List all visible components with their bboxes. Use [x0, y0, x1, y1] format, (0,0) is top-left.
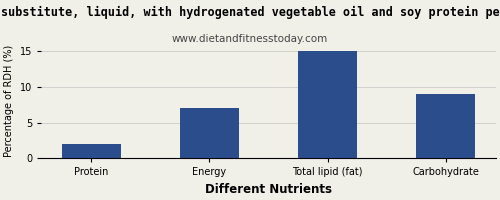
- Bar: [416, 94, 475, 158]
- Text: substitute, liquid, with hydrogenated vegetable oil and soy protein pe: substitute, liquid, with hydrogenated ve…: [0, 6, 500, 19]
- Text: www.dietandfitnesstoday.com: www.dietandfitnesstoday.com: [172, 34, 328, 44]
- Bar: [180, 108, 239, 158]
- Bar: [298, 51, 357, 158]
- X-axis label: Different Nutrients: Different Nutrients: [205, 183, 332, 196]
- Bar: [62, 144, 121, 158]
- Y-axis label: Percentage of RDH (%): Percentage of RDH (%): [4, 45, 14, 157]
